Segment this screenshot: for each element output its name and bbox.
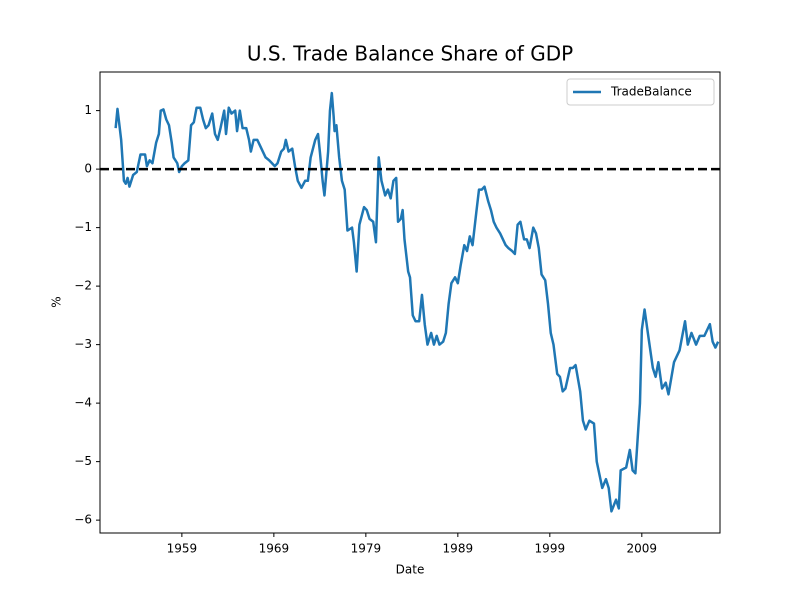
axes-frame <box>99 71 721 534</box>
x-tick-label: 1969 <box>259 542 290 556</box>
x-axis-label: Date <box>396 563 425 577</box>
chart-title: U.S. Trade Balance Share of GDP <box>247 42 573 66</box>
legend-box <box>566 78 715 106</box>
y-tick-label: 0 <box>84 162 92 176</box>
x-tick-label: 1999 <box>535 542 566 556</box>
x-tick-label: 1989 <box>443 542 474 556</box>
x-tick-label: 1979 <box>351 542 382 556</box>
x-tick-label: 2009 <box>627 542 658 556</box>
y-tick-label: 1 <box>84 103 92 117</box>
y-tick-label: −3 <box>74 337 92 351</box>
y-tick-label: −2 <box>74 279 92 293</box>
x-tick-label: 1959 <box>167 542 198 556</box>
y-tick-label: −5 <box>74 454 92 468</box>
y-axis-label: % <box>50 296 64 307</box>
y-tick-label: −4 <box>74 396 92 410</box>
data-line <box>114 91 720 513</box>
legend-label: TradeBalance <box>610 85 692 99</box>
y-tick-label: −6 <box>74 513 92 527</box>
y-tick-label: −1 <box>74 220 92 234</box>
